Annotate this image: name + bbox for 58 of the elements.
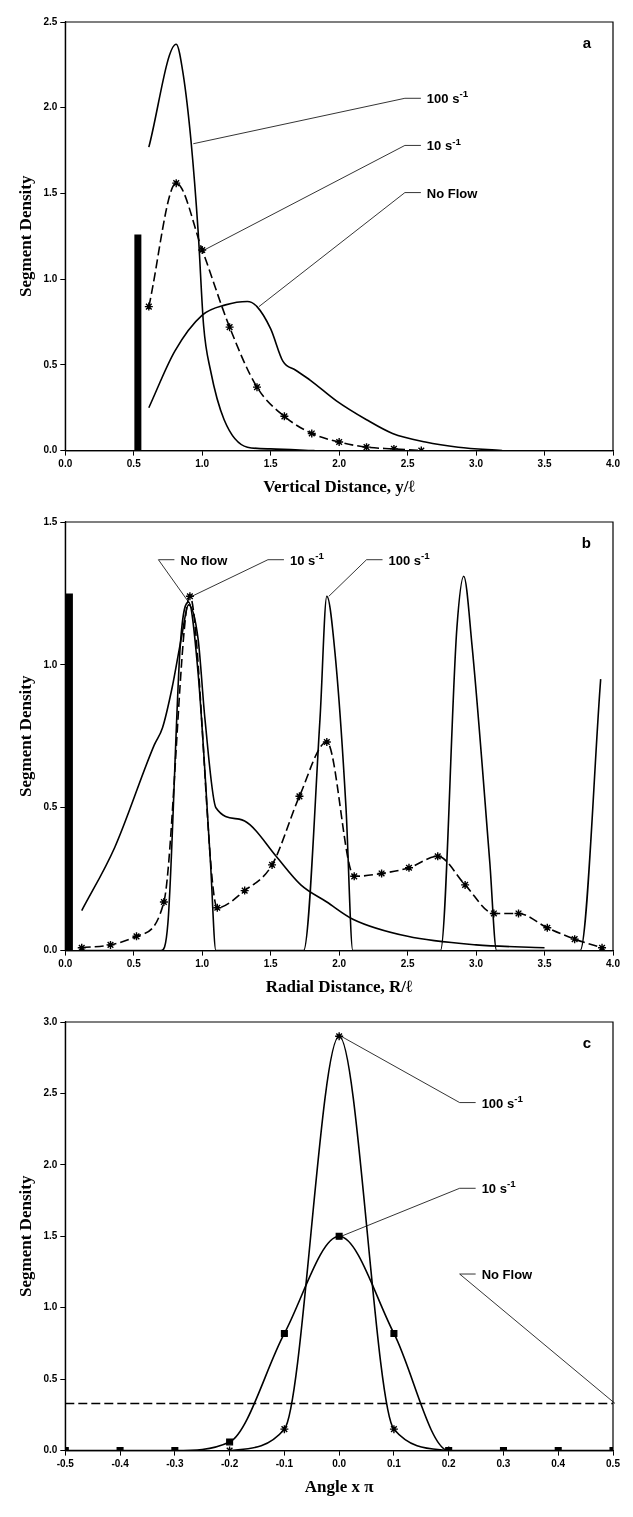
x-axis-title: Angle x π (304, 1477, 375, 1497)
x-tick-label: 2.5 (400, 458, 415, 470)
x-tick-label: 1.0 (195, 458, 210, 470)
y-tick-label: 0.0 (43, 444, 58, 456)
x-axis-title: Radial Distance, R/ℓ (265, 977, 414, 997)
y-tick-label: 0.0 (43, 944, 58, 956)
y-tick-label: 1.5 (43, 187, 58, 199)
y-tick-label: 2.0 (43, 1158, 58, 1170)
annotation: c (582, 1034, 591, 1051)
annotation: a (582, 34, 592, 51)
x-tick-label: 4.0 (606, 458, 621, 470)
y-tick-label: 2.5 (43, 1087, 58, 1099)
x-tick-label: 4.0 (606, 958, 621, 970)
y-tick-label: 0.5 (43, 1372, 58, 1384)
x-tick-label: 0.2 (441, 1458, 457, 1470)
x-axis-title: Vertical Distance, y/ℓ (263, 477, 416, 497)
x-tick-label: -0.4 (111, 1458, 130, 1470)
x-tick-label: -0.1 (275, 1458, 294, 1470)
y-tick-label: 2.0 (43, 101, 58, 113)
text: No Flow (481, 1267, 534, 1283)
y-tick-label: 0.0 (43, 1444, 58, 1456)
x-tick-label: 1.5 (263, 458, 279, 470)
x-tick-label: 2.0 (332, 458, 347, 470)
x-tick-label: -0.3 (166, 1458, 184, 1470)
x-tick-label: -0.2 (220, 1458, 239, 1470)
x-tick-label: -0.5 (56, 1458, 75, 1470)
y-axis-title: Segment Density (15, 175, 35, 297)
text: No Flow (426, 185, 479, 201)
x-tick-label: 0.4 (551, 1458, 566, 1470)
y-tick-label: 0.5 (43, 801, 58, 813)
x-tick-label: 1.5 (263, 958, 279, 970)
y-tick-label: 1.0 (43, 658, 58, 670)
y-axis-title: Segment Density (15, 1175, 35, 1297)
y-axis-title: Segment Density (15, 675, 35, 797)
x-tick-label: 0.0 (58, 958, 73, 970)
x-tick-label: 0.5 (606, 1458, 621, 1470)
x-tick-label: 3.5 (537, 458, 552, 470)
x-tick-label: 0.0 (58, 458, 73, 470)
x-tick-label: 0.1 (386, 1458, 402, 1470)
x-tick-label: 3.0 (469, 458, 484, 470)
annotation: b (581, 534, 592, 551)
y-tick-label: 1.0 (43, 272, 58, 284)
x-tick-label: 3.5 (537, 958, 552, 970)
x-tick-label: 0.5 (126, 458, 142, 470)
x-tick-label: 0.5 (126, 958, 142, 970)
x-tick-label: 0.3 (496, 1458, 511, 1470)
y-tick-label: 3.0 (43, 1015, 58, 1027)
x-tick-label: 3.0 (469, 958, 484, 970)
y-tick-label: 1.0 (43, 1301, 58, 1313)
x-tick-label: 0.0 (332, 1458, 347, 1470)
y-tick-label: 1.5 (43, 515, 58, 527)
y-tick-label: 0.5 (43, 358, 58, 370)
x-tick-label: 2.5 (400, 958, 415, 970)
x-tick-label: 1.0 (195, 958, 210, 970)
x-tick-label: 2.0 (332, 958, 347, 970)
text: No flow (180, 552, 229, 568)
y-tick-label: 1.5 (43, 1230, 58, 1242)
y-tick-label: 2.5 (43, 15, 58, 27)
